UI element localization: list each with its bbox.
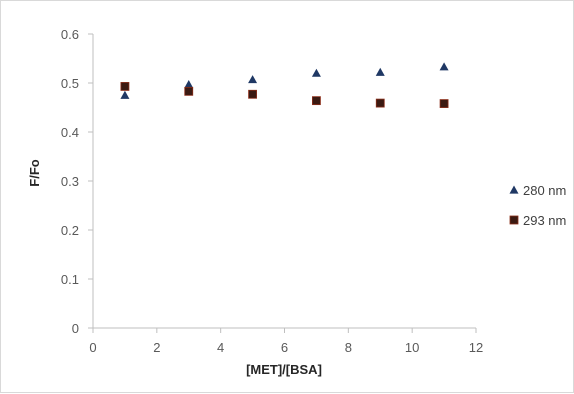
y-tick-label: 0.6 — [61, 27, 79, 42]
x-tick-label: 12 — [469, 340, 483, 355]
data-point — [184, 86, 194, 96]
data-point — [375, 67, 385, 76]
x-tick-label: 8 — [345, 340, 352, 355]
y-tick-label: 0.4 — [61, 125, 79, 140]
data-point — [311, 68, 321, 77]
series-2-points — [120, 82, 449, 108]
data-point — [312, 96, 321, 106]
axes — [88, 33, 477, 333]
data-point — [248, 75, 258, 84]
legend-marker — [509, 215, 519, 225]
data-point — [120, 90, 130, 99]
data-point — [120, 82, 130, 91]
data-point — [248, 89, 257, 99]
y-tick-label: 0.3 — [61, 174, 79, 189]
y-tick-label: 0.1 — [61, 272, 79, 287]
x-tick-label: 2 — [153, 340, 160, 355]
legend: 280 nm 293 nm — [509, 183, 566, 228]
legend-label: 293 nm — [523, 213, 566, 228]
series-1-points — [120, 62, 449, 99]
y-tick-label: 0.2 — [61, 223, 79, 238]
legend-marker — [509, 185, 519, 194]
data-point — [184, 79, 194, 89]
legend-label: 280 nm — [523, 183, 566, 198]
x-tick-label: 6 — [281, 340, 288, 355]
x-tick-label: 10 — [405, 340, 419, 355]
y-tick-label: 0.5 — [61, 76, 79, 91]
data-point — [439, 99, 449, 108]
tick-labels: 0 2 4 6 8 10 12 0 0.1 0.2 0.3 0.4 0.5 0.6 — [61, 27, 483, 355]
y-tick-label: 0 — [72, 321, 79, 336]
x-tick-label: 0 — [89, 340, 96, 355]
data-point — [375, 98, 385, 108]
data-point — [439, 62, 449, 71]
data-points — [120, 62, 449, 108]
x-tick-label: 4 — [217, 340, 224, 355]
x-axis-title: [MET]/[BSA] — [246, 362, 322, 377]
y-axis-title: F/Fo — [27, 159, 42, 186]
